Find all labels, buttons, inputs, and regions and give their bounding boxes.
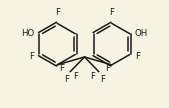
Text: F: F xyxy=(109,8,114,17)
Text: F: F xyxy=(90,72,95,81)
Text: F: F xyxy=(55,8,60,17)
Text: HO: HO xyxy=(21,29,34,38)
Text: F: F xyxy=(29,52,34,61)
Text: F: F xyxy=(135,52,140,61)
Text: F: F xyxy=(105,64,110,73)
Text: OH: OH xyxy=(135,29,148,38)
Text: F: F xyxy=(59,64,64,73)
Text: F: F xyxy=(74,72,79,81)
Text: F: F xyxy=(100,75,105,84)
Text: F: F xyxy=(64,75,69,84)
